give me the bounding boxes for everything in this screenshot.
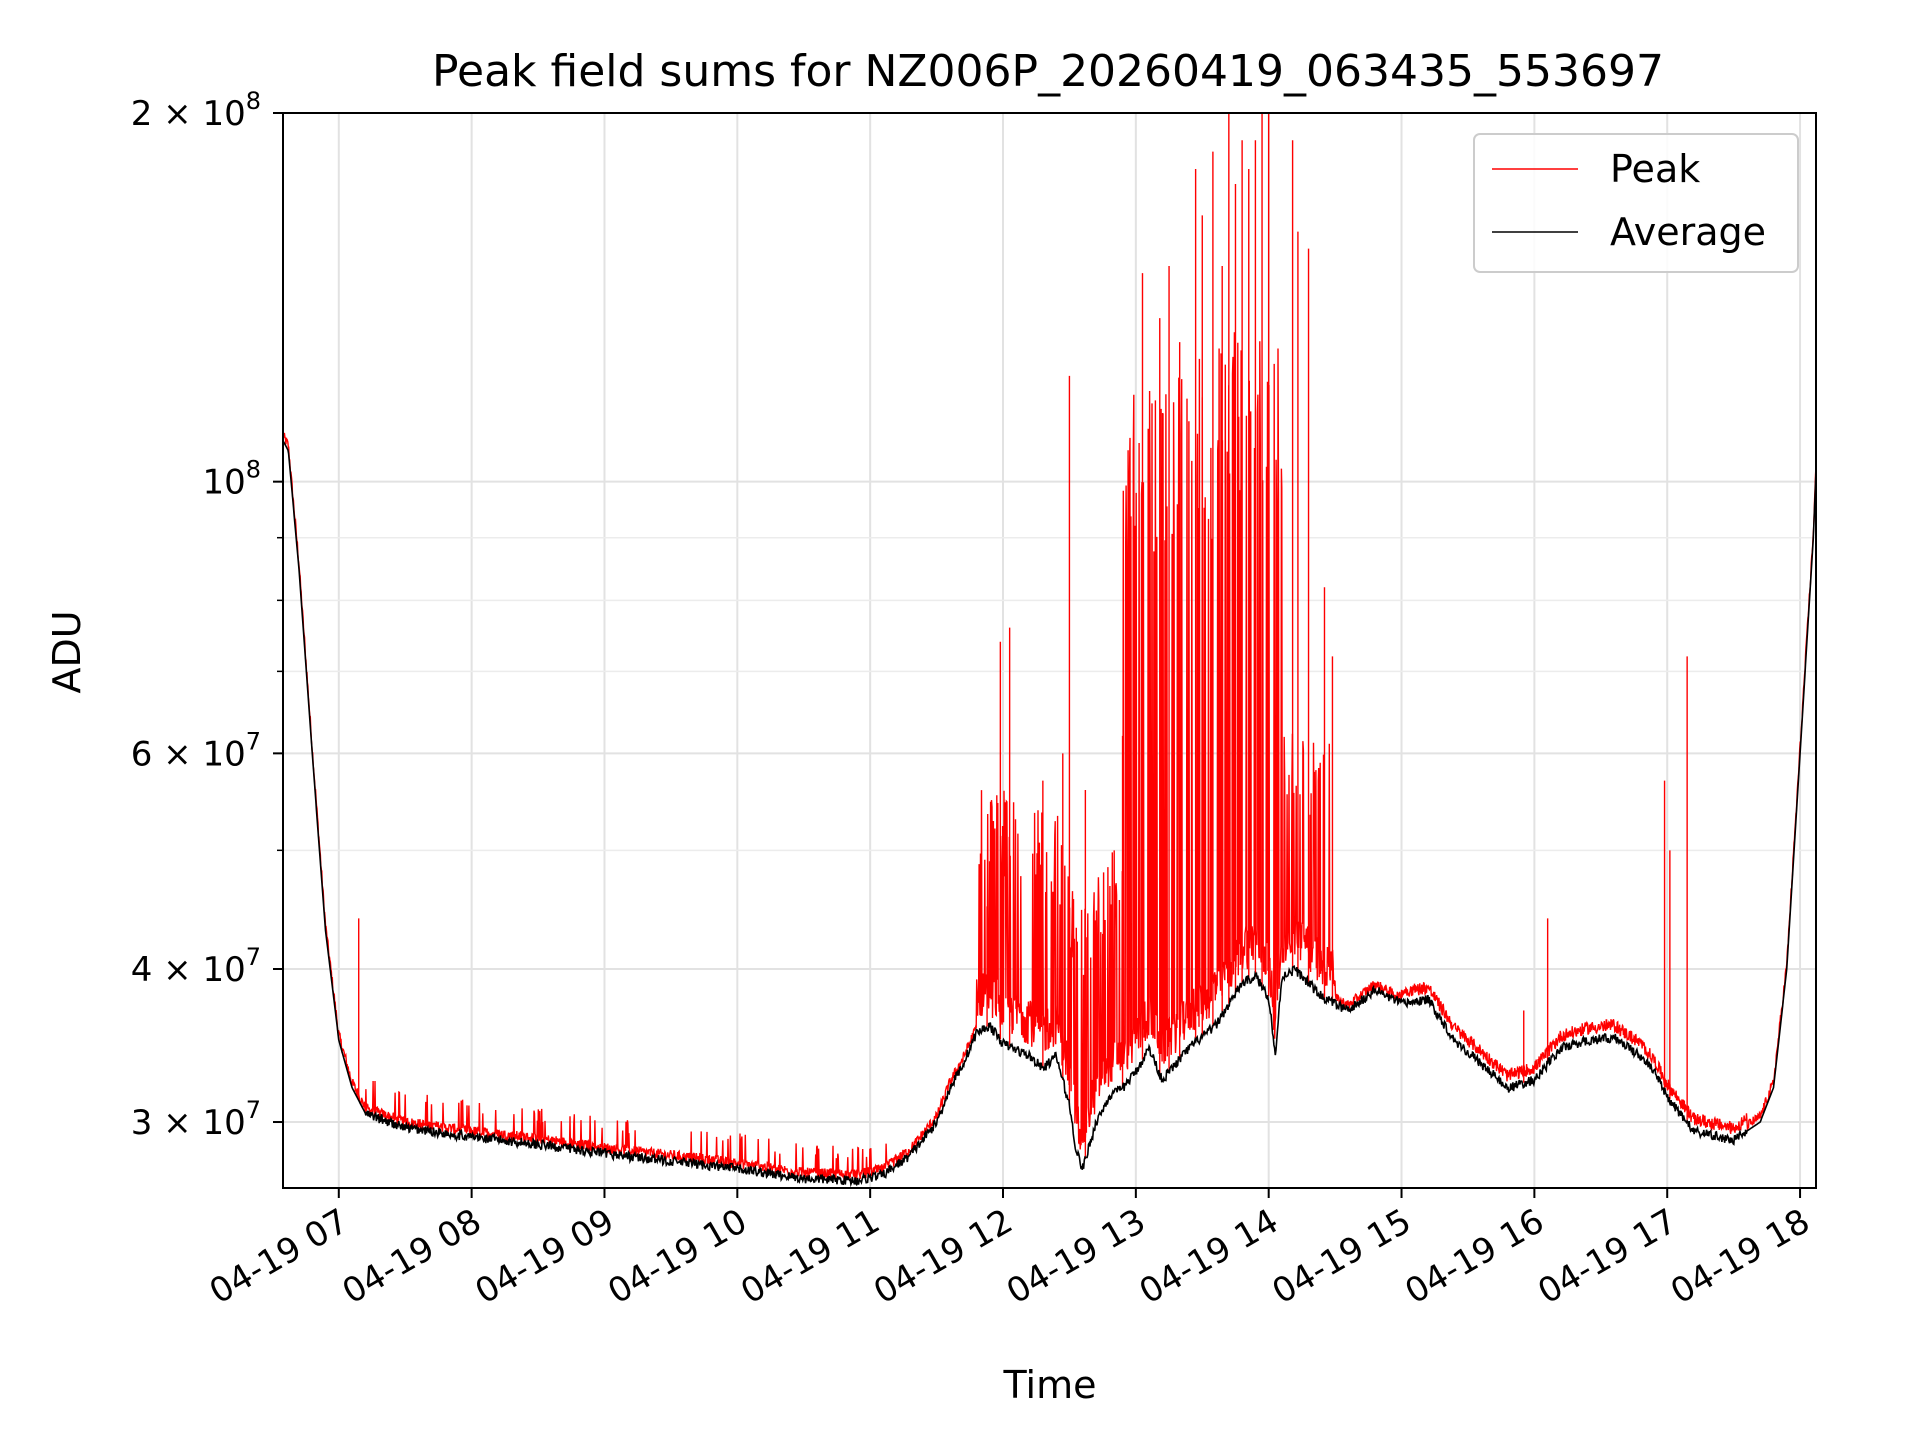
plot-frame	[282, 112, 1817, 1189]
y-tick-label: 2 × 108	[131, 87, 261, 134]
y-tick-label: 4 × 107	[131, 943, 261, 990]
y-tick-label: 108	[202, 456, 261, 503]
x-tick-label: 04-19 16	[1398, 1201, 1550, 1312]
y-tick-label: 3 × 107	[131, 1096, 261, 1143]
x-tick-label: 04-19 12	[867, 1201, 1019, 1312]
x-tick-label: 04-19 17	[1531, 1201, 1683, 1312]
y-axis-ticks: 3 × 107 4 × 107 6 × 107 108 2 × 108	[131, 87, 283, 1143]
x-tick-label: 04-19 09	[469, 1201, 621, 1312]
legend: Peak Average	[1473, 133, 1799, 273]
y-axis-label: ADU	[45, 610, 89, 693]
x-tick-label: 04-19 14	[1133, 1201, 1285, 1312]
chart-title: Peak field sums for NZ006P_20260419_0634…	[432, 46, 1664, 97]
average-series-line	[283, 440, 1816, 1188]
y-tick-label: 6 × 107	[131, 727, 261, 774]
legend-label-peak: Peak	[1610, 147, 1700, 191]
x-tick-label: 04-19 18	[1664, 1201, 1816, 1312]
x-tick-label: 04-19 11	[734, 1201, 886, 1312]
x-tick-label: 04-19 15	[1266, 1201, 1418, 1312]
x-tick-label: 04-19 10	[601, 1201, 753, 1312]
x-tick-label: 04-19 13	[1000, 1201, 1152, 1312]
series-layer	[283, 113, 1816, 1188]
x-axis-label: Time	[1003, 1363, 1097, 1407]
legend-label-average: Average	[1610, 210, 1766, 254]
x-tick-label: 04-19 07	[203, 1201, 355, 1312]
x-tick-label: 04-19 08	[336, 1201, 488, 1312]
peak-series-line	[283, 332, 1816, 1181]
